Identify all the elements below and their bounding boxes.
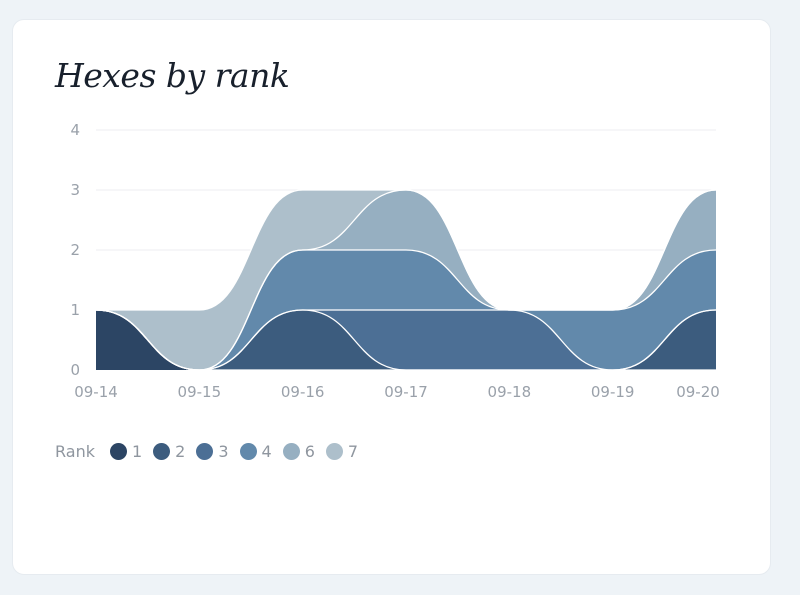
legend-item-2: 2 (153, 442, 185, 461)
legend-label: 3 (218, 441, 229, 461)
legend: Rank 1 2 3 4 6 7 (55, 440, 369, 462)
legend-item-3: 3 (196, 441, 229, 461)
legend-swatch (239, 442, 257, 460)
stacked-areas (95, 189, 717, 371)
legend-swatch (325, 442, 343, 460)
x-tick-label: 09-18 (488, 383, 532, 401)
legend-label: 1 (131, 441, 143, 461)
area-series-3 (96, 310, 716, 370)
y-tick-label: 0 (70, 361, 80, 379)
legend-swatch (196, 442, 214, 460)
x-tick-label: 09-19 (591, 383, 635, 401)
legend-item-1: 1 (109, 441, 143, 461)
x-tick-label: 09-15 (178, 383, 222, 401)
y-tick-label: 2 (70, 241, 80, 259)
legend-item-6: 6 (282, 441, 315, 461)
x-tick-label: 09-14 (74, 383, 118, 401)
y-tick-label: 4 (70, 121, 80, 139)
legend-items: 1 2 3 4 6 7 (109, 441, 369, 461)
area-series-2 (96, 310, 716, 370)
legend-item-7: 7 (325, 441, 359, 461)
legend-swatch (153, 442, 171, 460)
y-axis-ticks: 0 1 2 3 4 (70, 121, 80, 379)
chart-title: Hexes by rank (55, 56, 290, 95)
legend-item-4: 4 (239, 441, 272, 461)
legend-label: 7 (347, 441, 359, 461)
x-tick-label: 09-20 (676, 383, 720, 401)
x-tick-label: 09-16 (281, 383, 325, 401)
x-axis-ticks: 09-14 09-15 09-16 09-17 09-18 09-19 09-20 (74, 383, 720, 401)
legend-label: 4 (261, 441, 272, 461)
legend-label: 2 (175, 441, 186, 461)
y-tick-label: 3 (70, 181, 80, 199)
y-tick-label: 1 (70, 301, 80, 319)
area-series-6 (96, 190, 716, 370)
legend-swatch (282, 442, 300, 460)
area-series-1 (96, 310, 716, 370)
area-edge-7 (96, 189, 717, 311)
legend-swatch (109, 442, 127, 460)
legend-label: 6 (304, 441, 315, 461)
legend-title: Rank (55, 441, 95, 461)
x-tick-label: 09-17 (384, 383, 428, 401)
